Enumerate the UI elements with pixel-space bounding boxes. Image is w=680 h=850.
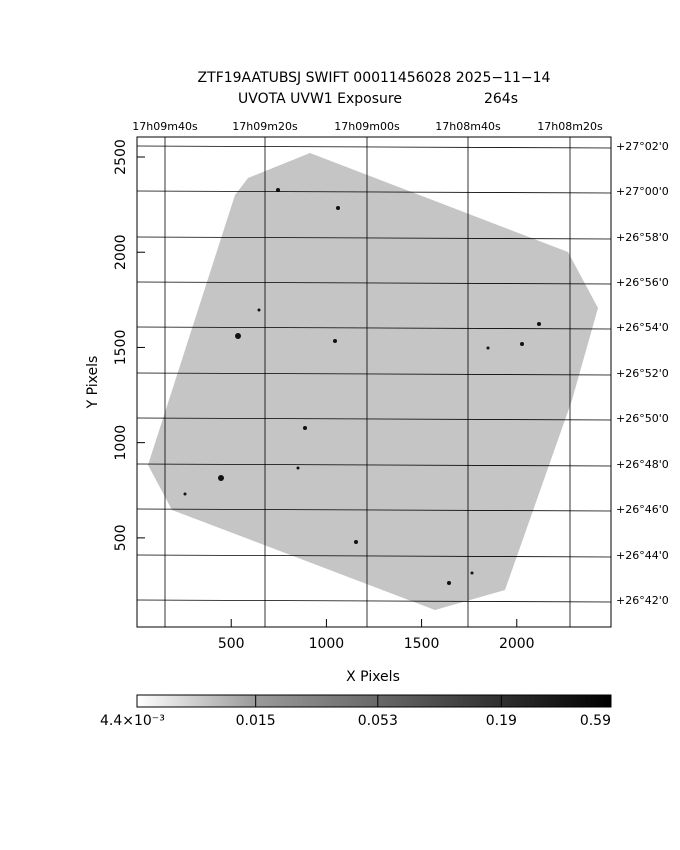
sources	[183, 188, 541, 585]
y-tick-label: 500	[113, 525, 129, 552]
top-tick-label: 17h08m40s	[435, 120, 501, 133]
top-tick-label: 17h08m20s	[537, 120, 603, 133]
dec-grid-line	[136, 190, 612, 194]
source	[354, 540, 358, 544]
source	[257, 308, 261, 312]
right-tick-label: +26°44'0	[616, 549, 669, 562]
source	[447, 581, 451, 585]
right-tick-label: +26°48'0	[616, 458, 669, 471]
dec-grid-line	[136, 281, 612, 285]
top-tick-label: 17h09m00s	[334, 120, 400, 133]
right-tick-label: +26°52'0	[616, 367, 669, 380]
x-tick-label: 2000	[499, 636, 535, 652]
colorbar-tick-label: 0.19	[486, 713, 517, 729]
source	[486, 346, 490, 350]
chart-title: ZTF19AATUBSJ SWIFT 00011456028 2025−11−1…	[198, 70, 551, 86]
x-tick-label: 500	[218, 636, 245, 652]
dec-grid-line	[136, 236, 612, 240]
right-tick-label: +27°02'0	[616, 140, 669, 153]
sky-image	[148, 153, 598, 610]
source	[520, 342, 524, 346]
right-tick-label: +26°58'0	[616, 231, 669, 244]
dec-grid-line	[136, 554, 612, 558]
right-tick-label: +26°50'0	[616, 412, 669, 425]
dec-grid-line	[136, 417, 612, 421]
colorbar	[136, 694, 612, 708]
y-tick-label: 1500	[113, 330, 129, 366]
source	[276, 188, 280, 192]
top-tick-label: 17h09m40s	[132, 120, 198, 133]
source	[333, 339, 337, 343]
source	[218, 475, 224, 481]
right-tick-label: +27°00'0	[616, 185, 669, 198]
right-tick-label: +26°42'0	[616, 594, 669, 607]
exposure: 264s	[484, 91, 518, 107]
right-tick-label: +26°54'0	[616, 321, 669, 334]
source	[296, 466, 300, 470]
source	[183, 492, 187, 496]
x-tick-label: 1500	[404, 636, 440, 652]
colorbar-tick-label: 0.59	[580, 713, 611, 729]
dec-grid-line	[136, 145, 612, 149]
dec-grid-line	[136, 326, 612, 330]
colorbar-tick-label: 4.4×10⁻³	[100, 713, 165, 729]
right-tick-label: +26°46'0	[616, 503, 669, 516]
dec-grid-line	[136, 508, 612, 512]
chart-subtitle: UVOTA UVW1 Exposure	[238, 91, 402, 107]
x-tick-label: 1000	[309, 636, 345, 652]
source	[336, 206, 340, 210]
x-axis-label: X Pixels	[346, 669, 400, 685]
plot-frame	[136, 136, 612, 628]
source	[303, 426, 307, 430]
source	[235, 333, 241, 339]
source	[470, 571, 474, 575]
dec-grid-line	[136, 599, 612, 603]
y-axis-label: Y Pixels	[85, 356, 101, 410]
y-tick-label: 2000	[113, 234, 129, 270]
colorbar-tick-label: 0.053	[358, 713, 398, 729]
right-tick-label: +26°56'0	[616, 276, 669, 289]
dec-grid-line	[136, 463, 612, 467]
colorbar-tick-label: 0.015	[236, 713, 276, 729]
dec-grid-line	[136, 372, 612, 376]
y-tick-label: 1000	[113, 425, 129, 461]
source	[537, 322, 541, 326]
top-tick-label: 17h09m20s	[232, 120, 298, 133]
y-tick-label: 2500	[113, 139, 129, 175]
